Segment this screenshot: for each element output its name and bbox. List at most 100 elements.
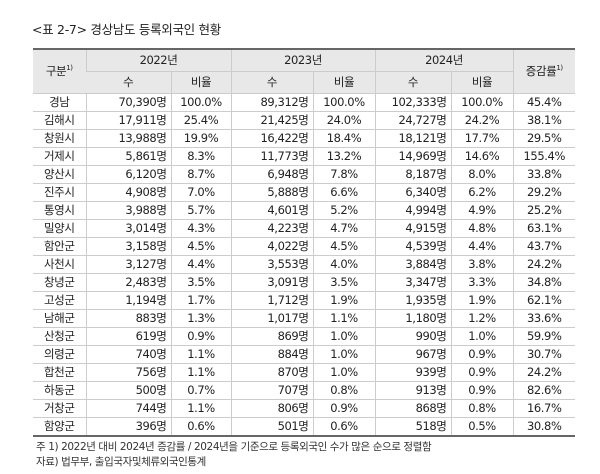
table-title: <표 2-7> 경상남도 등록외국인 현황 xyxy=(32,22,221,37)
cell-ratio-2022: 1.1% xyxy=(170,363,231,382)
cell-region: 함양군 xyxy=(33,417,86,437)
cell-count-2022: 3,988명 xyxy=(85,201,171,220)
cell-count-2024: 4,915명 xyxy=(374,219,451,238)
cell-region: 창원시 xyxy=(33,129,86,148)
header-year-2023: 2023년 xyxy=(230,48,375,72)
cell-ratio-2022: 8.7% xyxy=(170,165,231,184)
cell-region: 함안군 xyxy=(33,237,86,256)
source-note: 자료) 법무부, 출입국자및체류외국인통계 xyxy=(36,456,206,468)
cell-region: 하동군 xyxy=(33,381,86,400)
cell-count-2023: 1,017명 xyxy=(230,309,313,328)
cell-ratio-2023: 3.5% xyxy=(312,273,375,292)
cell-ratio-2024: 14.6% xyxy=(450,147,513,166)
cell-count-2022: 2,483명 xyxy=(85,273,171,292)
cell-ratio-2023: 0.6% xyxy=(312,417,375,437)
cell-ratio-2023: 4.7% xyxy=(312,219,375,238)
table-row: 경남 70,390명 100.0% 89,312명 100.0% 102,333명 100.… xyxy=(33,93,575,112)
cell-count-2023: 707명 xyxy=(230,381,313,400)
cell-ratio-2023: 1.0% xyxy=(312,345,375,364)
cell-change-rate: 59.9% xyxy=(512,327,575,346)
cell-count-2022: 3,014명 xyxy=(85,219,171,238)
cell-ratio-2023: 0.8% xyxy=(312,381,375,400)
cell-ratio-2024: 24.2% xyxy=(450,111,513,130)
cell-count-2022: 5,861명 xyxy=(85,147,171,166)
table-row: 창녕군 2,483명 3.5% 3,091명 3.5% 3,347명 3.3% 34.8% xyxy=(33,273,575,292)
cell-ratio-2024: 6.2% xyxy=(450,183,513,202)
cell-ratio-2023: 1.1% xyxy=(312,309,375,328)
table-row: 양산시 6,120명 8.7% 6,948명 7.8% 8,187명 8.0% 33.8% xyxy=(33,165,575,184)
cell-count-2024: 3,347명 xyxy=(374,273,451,292)
cell-count-2022: 744명 xyxy=(85,399,171,418)
cell-region: 남해군 xyxy=(33,309,86,328)
cell-count-2022: 70,390명 xyxy=(85,93,171,112)
cell-count-2024: 6,340명 xyxy=(374,183,451,202)
cell-count-2022: 17,911명 xyxy=(85,111,171,130)
header-year-2022: 2022년 xyxy=(85,48,231,72)
table-row: 함양군 396명 0.6% 501명 0.6% 518명 0.5% 30.8% xyxy=(33,417,575,437)
cell-change-rate: 30.7% xyxy=(512,345,575,364)
header-count: 수 xyxy=(230,71,313,94)
cell-count-2022: 3,127명 xyxy=(85,255,171,274)
cell-region: 양산시 xyxy=(33,165,86,184)
cell-count-2023: 501명 xyxy=(230,417,313,437)
cell-ratio-2024: 4.9% xyxy=(450,201,513,220)
table-row: 하동군 500명 0.7% 707명 0.8% 913명 0.9% 82.6% xyxy=(33,381,575,400)
cell-count-2024: 102,333명 xyxy=(374,93,451,112)
cell-count-2023: 4,022명 xyxy=(230,237,313,256)
cell-count-2023: 1,712명 xyxy=(230,291,313,310)
cell-count-2024: 990명 xyxy=(374,327,451,346)
cell-ratio-2024: 17.7% xyxy=(450,129,513,148)
cell-change-rate: 155.4% xyxy=(512,147,575,166)
cell-count-2024: 3,884명 xyxy=(374,255,451,274)
cell-count-2022: 500명 xyxy=(85,381,171,400)
cell-count-2023: 3,091명 xyxy=(230,273,313,292)
cell-count-2024: 4,994명 xyxy=(374,201,451,220)
cell-change-rate: 16.7% xyxy=(512,399,575,418)
cell-count-2022: 756명 xyxy=(85,363,171,382)
cell-ratio-2023: 0.9% xyxy=(312,399,375,418)
cell-ratio-2022: 0.6% xyxy=(170,417,231,437)
table-row: 산청군 619명 0.9% 869명 1.0% 990명 1.0% 59.9% xyxy=(33,327,575,346)
cell-region: 창녕군 xyxy=(33,273,86,292)
cell-region: 진주시 xyxy=(33,183,86,202)
header-year-2024: 2024년 xyxy=(374,48,513,72)
cell-count-2023: 89,312명 xyxy=(230,93,313,112)
cell-count-2023: 869명 xyxy=(230,327,313,346)
cell-region: 김해시 xyxy=(33,111,86,130)
cell-count-2024: 939명 xyxy=(374,363,451,382)
cell-ratio-2023: 7.8% xyxy=(312,165,375,184)
cell-change-rate: 29.2% xyxy=(512,183,575,202)
cell-ratio-2022: 4.4% xyxy=(170,255,231,274)
table-row: 김해시 17,911명 25.4% 21,425명 24.0% 24,727명 24.2% 3… xyxy=(33,111,575,130)
cell-count-2024: 8,187명 xyxy=(374,165,451,184)
foreign-residents-table: 구분1) 2022년 2023년 2024년 증감률1) 수 비율 수 비율 수… xyxy=(33,48,575,437)
footnote: 주 1) 2022년 대비 2024년 증감률 / 2024년을 기준으로 등록… xyxy=(36,441,432,453)
cell-count-2024: 967명 xyxy=(374,345,451,364)
cell-count-2023: 11,773명 xyxy=(230,147,313,166)
cell-ratio-2024: 0.9% xyxy=(450,381,513,400)
cell-count-2023: 3,553명 xyxy=(230,255,313,274)
cell-count-2024: 14,969명 xyxy=(374,147,451,166)
cell-ratio-2022: 1.1% xyxy=(170,399,231,418)
table-row: 고성군 1,194명 1.7% 1,712명 1.9% 1,935명 1.9% 62.1% xyxy=(33,291,575,310)
cell-region: 의령군 xyxy=(33,345,86,364)
cell-count-2023: 6,948명 xyxy=(230,165,313,184)
cell-count-2022: 883명 xyxy=(85,309,171,328)
cell-ratio-2023: 4.0% xyxy=(312,255,375,274)
cell-ratio-2022: 0.9% xyxy=(170,327,231,346)
cell-count-2024: 18,121명 xyxy=(374,129,451,148)
cell-count-2023: 884명 xyxy=(230,345,313,364)
cell-count-2023: 16,422명 xyxy=(230,129,313,148)
cell-count-2024: 868명 xyxy=(374,399,451,418)
table-row: 통영시 3,988명 5.7% 4,601명 5.2% 4,994명 4.9% 25.2% xyxy=(33,201,575,220)
cell-ratio-2022: 0.7% xyxy=(170,381,231,400)
table-row: 밀양시 3,014명 4.3% 4,223명 4.7% 4,915명 4.8% 63.1% xyxy=(33,219,575,238)
cell-ratio-2024: 1.9% xyxy=(450,291,513,310)
cell-ratio-2024: 0.9% xyxy=(450,345,513,364)
cell-change-rate: 24.2% xyxy=(512,363,575,382)
cell-count-2022: 396명 xyxy=(85,417,171,437)
cell-count-2024: 24,727명 xyxy=(374,111,451,130)
cell-count-2022: 3,158명 xyxy=(85,237,171,256)
cell-change-rate: 30.8% xyxy=(512,417,575,437)
cell-count-2023: 870명 xyxy=(230,363,313,382)
